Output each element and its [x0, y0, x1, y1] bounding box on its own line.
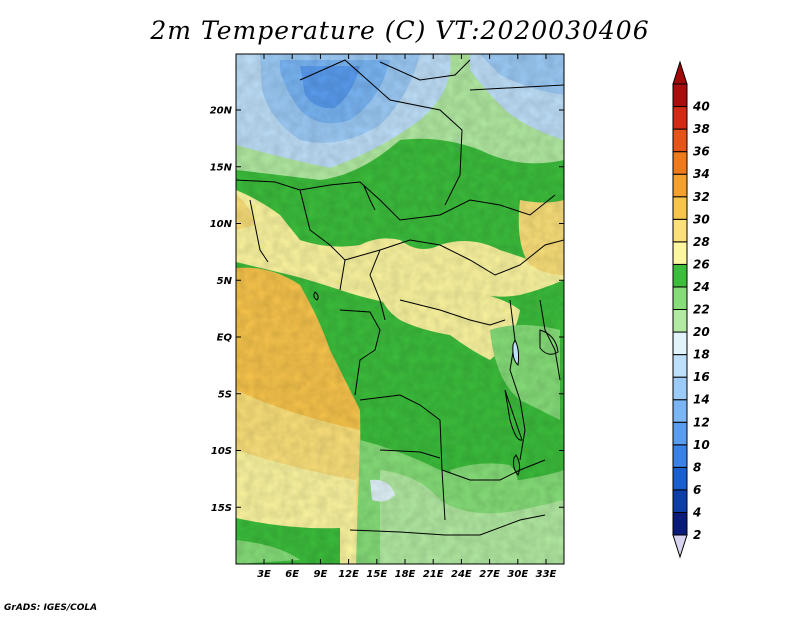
colorbar-label: 32: [693, 190, 710, 204]
colorbar-swatch: [672, 331, 688, 356]
colorbar-swatch: [672, 106, 688, 130]
chart-title: 2m Temperature (C) VT:2020030406: [150, 16, 650, 45]
colorbar-label: 14: [693, 393, 710, 407]
colorbar-label: 26: [693, 257, 710, 271]
colorbar-swatch: [672, 151, 688, 175]
lon-label: 27E: [479, 569, 500, 580]
lat-label: 20N: [210, 106, 233, 117]
colorbar-label: 30: [693, 212, 710, 226]
colorbar-swatch: [672, 128, 688, 153]
lon-label: 3E: [257, 569, 271, 580]
colorbar-swatch: [672, 263, 688, 288]
colorbar-over-arrow: [672, 60, 688, 85]
colorbar-under-arrow: [672, 534, 688, 559]
lat-label: EQ: [217, 333, 233, 344]
colorbar-swatch: [672, 83, 688, 108]
colorbar-label: 18: [693, 348, 710, 362]
colorbar-swatch: [672, 444, 688, 468]
colorbar-swatch: [672, 286, 688, 311]
lon-label: 18E: [395, 569, 416, 580]
colorbar-label: 16: [693, 370, 710, 384]
colorbar-swatch: [672, 421, 688, 446]
lat-label: 5N: [217, 276, 233, 287]
colorbar-label: 40: [692, 100, 710, 114]
colorbar-swatch: [672, 511, 688, 536]
lon-label: 15E: [366, 569, 387, 580]
colorbar-label: 2: [693, 528, 701, 542]
colorbar-label: 12: [693, 415, 710, 429]
colorbar-swatch: [672, 309, 688, 333]
temperature-field: [236, 54, 564, 564]
country-borders: [236, 59, 564, 536]
lon-label: 6E: [285, 569, 299, 580]
lakes: [313, 291, 559, 476]
colorbar-label: 36: [693, 145, 710, 159]
colorbar-swatch: [672, 173, 688, 198]
colorbar-label: 38: [693, 122, 710, 136]
lat-label: 15N: [210, 162, 233, 173]
colorbar-swatch: [672, 354, 688, 378]
colorbar-swatch: [672, 218, 688, 243]
colorbar-label: 24: [693, 280, 710, 294]
lon-label: 33E: [536, 569, 557, 580]
colorbar-label: 8: [693, 460, 701, 474]
grads-footer: GrADS: IGES/COLA: [4, 603, 98, 613]
lat-label: 10N: [210, 219, 233, 230]
colorbar-label: 4: [692, 505, 701, 519]
colorbar-label: 20: [693, 325, 710, 339]
colorbar-swatch: [672, 196, 688, 220]
lon-label: 9E: [314, 569, 328, 580]
lon-label: 21E: [423, 569, 444, 580]
colorbar-swatch: [672, 466, 688, 491]
colorbar-swatch: [672, 399, 688, 423]
lon-label: 24E: [451, 569, 472, 580]
lon-label: 30E: [507, 569, 528, 580]
colorbar-label: 28: [693, 235, 710, 249]
colorbar-swatch: [672, 241, 688, 265]
lat-label: 15S: [211, 503, 232, 514]
lon-label: 12E: [338, 569, 359, 580]
map-frame: 20N 15N 10N 5N EQ 5S 10S 15S 3E 6E 9E 12E 15E 18E 21E 2…: [210, 53, 565, 580]
lat-label: 10S: [211, 446, 232, 457]
colorbar-swatch: [672, 489, 688, 513]
colorbar-label: 6: [693, 483, 701, 497]
colorbar-label: 10: [693, 438, 710, 452]
lat-label: 5S: [218, 389, 232, 400]
colorbar-label: 22: [693, 303, 710, 317]
colorbar-swatch: [672, 376, 688, 401]
colorbar-label: 34: [693, 167, 710, 181]
